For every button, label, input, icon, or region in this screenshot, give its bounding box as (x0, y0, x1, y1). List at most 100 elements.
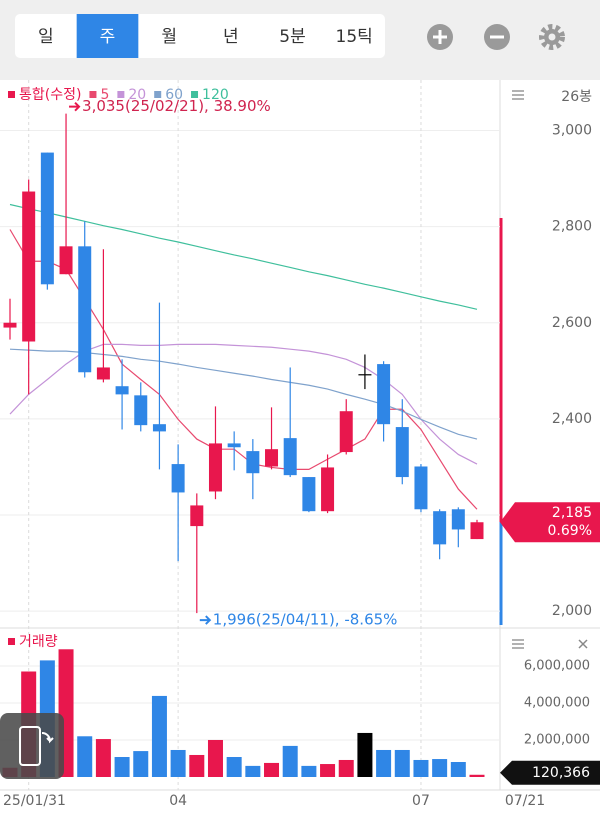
candle-body (78, 246, 92, 373)
legend-swatch (191, 91, 199, 98)
volume-bar (264, 762, 280, 777)
volume-bar (245, 765, 261, 777)
y-tick-label: 2,600 (552, 315, 592, 331)
legend-label: 120 (202, 87, 229, 103)
legend-swatch (117, 91, 125, 98)
volume-bar (301, 765, 317, 777)
volume-bar (189, 754, 205, 777)
tab[interactable]: 년 (223, 27, 239, 47)
bar-count: 26봉 (561, 89, 592, 105)
high-annotation: 3,035(25/02/21), 38.90% (82, 97, 271, 115)
candle-body (414, 466, 428, 510)
candle-body (115, 386, 129, 395)
annotation-arrow (69, 101, 81, 112)
volume-tag-label: 120,366 (532, 765, 590, 781)
volume-bar (170, 749, 186, 777)
zoom-out-button[interactable] (484, 24, 510, 50)
legend-swatch (8, 638, 15, 645)
close-icon[interactable] (578, 639, 588, 649)
volume-bar (376, 749, 392, 777)
tab[interactable]: 5분 (279, 27, 305, 47)
candle-body (171, 464, 185, 493)
tab[interactable]: 15틱 (336, 27, 373, 47)
menu-icon[interactable] (512, 90, 524, 100)
candle-body (283, 438, 297, 476)
candle-body (321, 467, 335, 512)
candle-body (3, 322, 17, 328)
volume-bar (320, 764, 336, 777)
y-tick-label: 2,800 (552, 219, 592, 235)
settings-button[interactable] (539, 24, 565, 50)
low-annotation: 1,996(25/04/11), -8.65% (213, 611, 398, 629)
candle-body (451, 509, 465, 530)
tab-group (15, 14, 385, 58)
x-tick-label: 25/01/31 (3, 793, 66, 809)
y-tick-label: 2,000 (552, 603, 592, 619)
legend-swatch (89, 91, 97, 98)
volume-bar (77, 736, 93, 777)
volume-bar (133, 751, 149, 777)
rotate-button[interactable] (0, 713, 64, 779)
volume-bar (226, 757, 242, 777)
legend-swatch (154, 91, 162, 98)
last-date: 07/21 (505, 793, 545, 809)
legend-swatch (8, 91, 15, 98)
legend-label: 60 (165, 87, 183, 103)
candle-body (22, 191, 36, 342)
volume-bar (394, 749, 410, 777)
tab[interactable]: 일 (38, 27, 54, 47)
candle-body (358, 374, 372, 376)
candle-body (152, 424, 166, 432)
volume-bar (338, 759, 354, 777)
y-tick-label: 6,000,000 (524, 658, 590, 673)
volume-bar (95, 739, 111, 777)
y-tick-label: 4,000,000 (524, 695, 590, 710)
candle-body (302, 477, 316, 512)
tabs: 일 주 월 년 5분 15틱 (38, 14, 373, 58)
candle-body (59, 246, 73, 275)
candle-body (339, 411, 353, 453)
plot: 2,0002,2002,4002,6002,8003,0002,000,0004… (0, 80, 600, 809)
legend-label: 5 (100, 87, 109, 103)
volume-bar (151, 695, 167, 777)
candle-body (377, 364, 391, 425)
candle-body (395, 427, 409, 478)
legend-label: 거래량 (19, 634, 58, 650)
tab-selected (76, 14, 139, 58)
candle-body (134, 395, 148, 426)
moving-average (9, 203, 478, 310)
change-tag-label: 0.69% (548, 523, 592, 539)
y-tick-label: 2,400 (552, 411, 592, 427)
volume-bar (469, 774, 485, 777)
candle-body (208, 443, 222, 492)
y-tick-label: 3,000 (552, 122, 592, 138)
volume-bar (282, 745, 298, 777)
price-tag-label: 2,185 (552, 505, 592, 521)
candle-body (227, 443, 241, 448)
x-tick-label: 04 (169, 793, 187, 809)
candle-body (40, 152, 54, 285)
legend-label: 20 (128, 87, 146, 103)
tab[interactable]: 월 (161, 27, 177, 47)
volume-bar (357, 732, 373, 777)
candle-body (433, 511, 447, 545)
volume-bar (413, 759, 429, 777)
volume-bar (114, 757, 130, 777)
price-tag (500, 502, 600, 543)
legend-label: 통합(수정) (19, 87, 81, 103)
volume-bar (432, 759, 448, 777)
candle-body (246, 451, 260, 474)
annotation-arrow (199, 615, 212, 625)
x-tick-label: 07 (412, 793, 430, 809)
y-tick-label: 2,000,000 (524, 732, 590, 747)
volume-tag (500, 760, 600, 785)
volume-bar (450, 762, 466, 777)
tab[interactable]: 주 (100, 27, 116, 47)
candle-body (470, 522, 484, 540)
zoom-in-button[interactable] (427, 24, 453, 50)
candle-body (190, 505, 204, 527)
menu-icon[interactable] (512, 639, 524, 649)
candle-body (96, 367, 110, 380)
volume-bar (207, 739, 223, 777)
